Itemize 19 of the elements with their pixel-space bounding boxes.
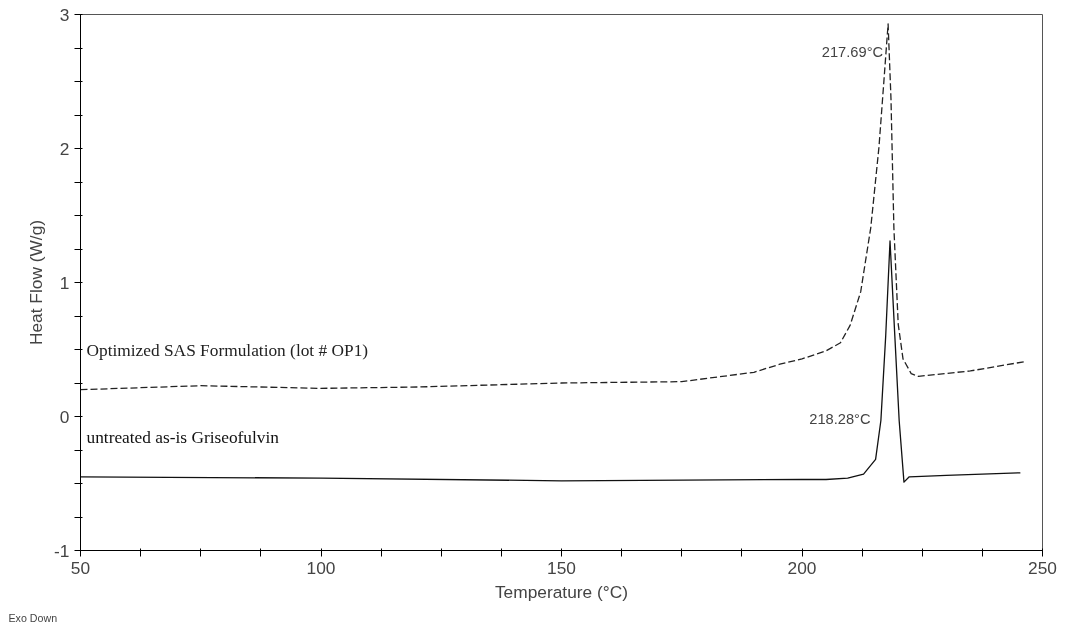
x-tick-label: 150 — [547, 557, 576, 578]
x-tick-label: 50 — [70, 557, 91, 578]
y-tick-label: 0 — [59, 406, 70, 427]
y-tick-label: 3 — [59, 4, 70, 25]
x-tick-label: 100 — [306, 557, 336, 578]
series-label: untreated as-is Griseofulvin — [86, 427, 280, 447]
annotation: 217.69°C — [821, 43, 884, 60]
y-tick-label: 2 — [59, 138, 70, 159]
line-series — [80, 240, 1022, 483]
x-tick-label: 250 — [1028, 557, 1057, 578]
text: Exo Down — [8, 611, 58, 624]
y-tick-label: -1 — [54, 540, 70, 561]
y-axis-title: Heat Flow (W/g) — [26, 219, 47, 346]
annotation: 218.28°C — [809, 410, 871, 427]
x-axis-title: Temperature (°C) — [494, 581, 629, 602]
x-tick-label: 200 — [787, 557, 817, 578]
line-series — [80, 23, 1026, 391]
y-tick-label: 1 — [59, 272, 70, 293]
series-label: Optimized SAS Formulation (lot # OP1) — [86, 340, 369, 360]
